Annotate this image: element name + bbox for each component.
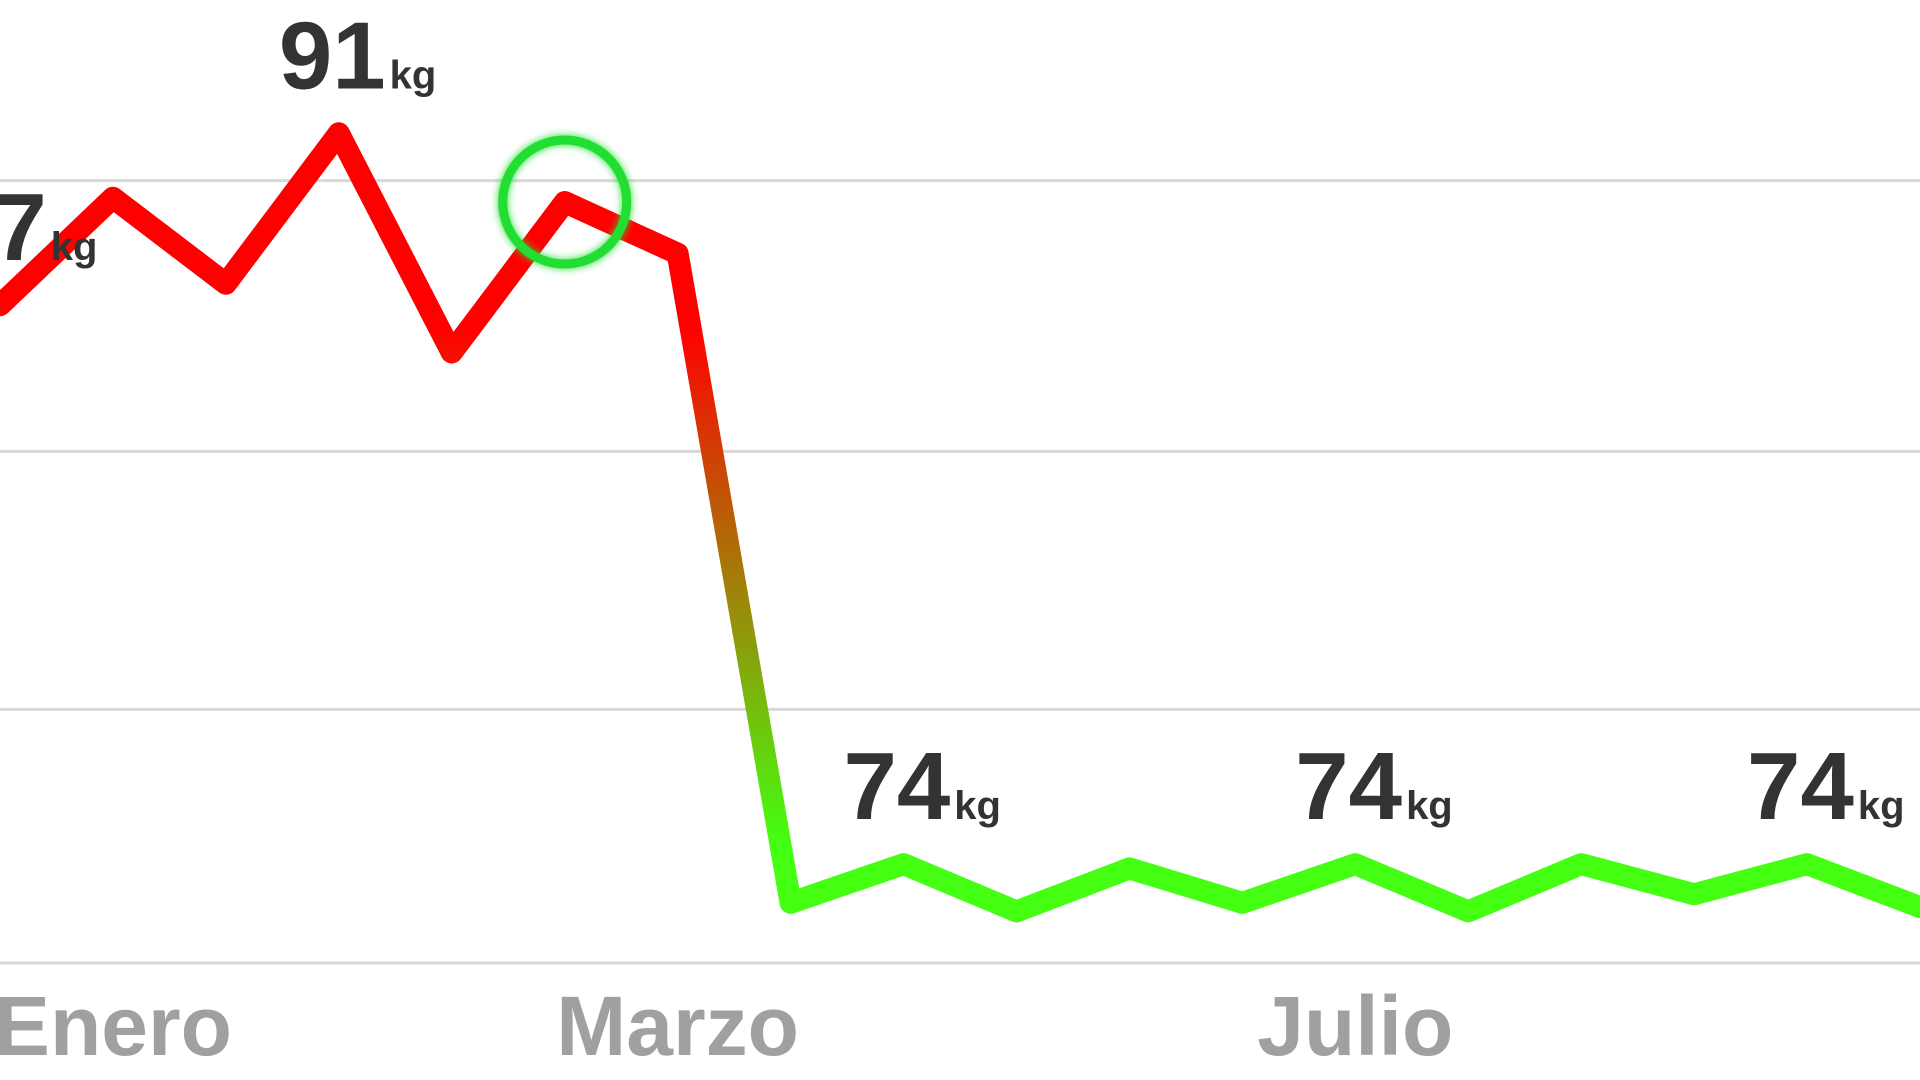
value-label: 74 kg — [844, 733, 1001, 840]
x-tick-label: Marzo — [556, 979, 799, 1073]
value-label-number: 74 — [1747, 733, 1854, 840]
value-label: 87kg — [0, 174, 97, 281]
value-label-unit: kg — [1858, 784, 1905, 828]
value-label-number: 91 — [279, 2, 386, 109]
weight-line — [0, 122, 1920, 923]
value-label-unit: kg — [51, 225, 98, 269]
value-label-unit: kg — [390, 53, 437, 97]
value-label: 74 kg — [1295, 733, 1452, 840]
value-label-unit: kg — [1406, 784, 1453, 828]
x-tick-label: Enero — [0, 979, 232, 1073]
value-label-unit: kg — [954, 784, 1001, 828]
highlight-ring — [498, 135, 632, 269]
value-label-number: 74 — [844, 733, 951, 840]
value-label: 91 kg — [279, 2, 436, 109]
value-label: 74 kg — [1747, 733, 1904, 840]
value-label-number: 87 — [0, 174, 47, 281]
x-tick-label: Julio — [1257, 979, 1453, 1073]
value-label-number: 74 — [1295, 733, 1402, 840]
